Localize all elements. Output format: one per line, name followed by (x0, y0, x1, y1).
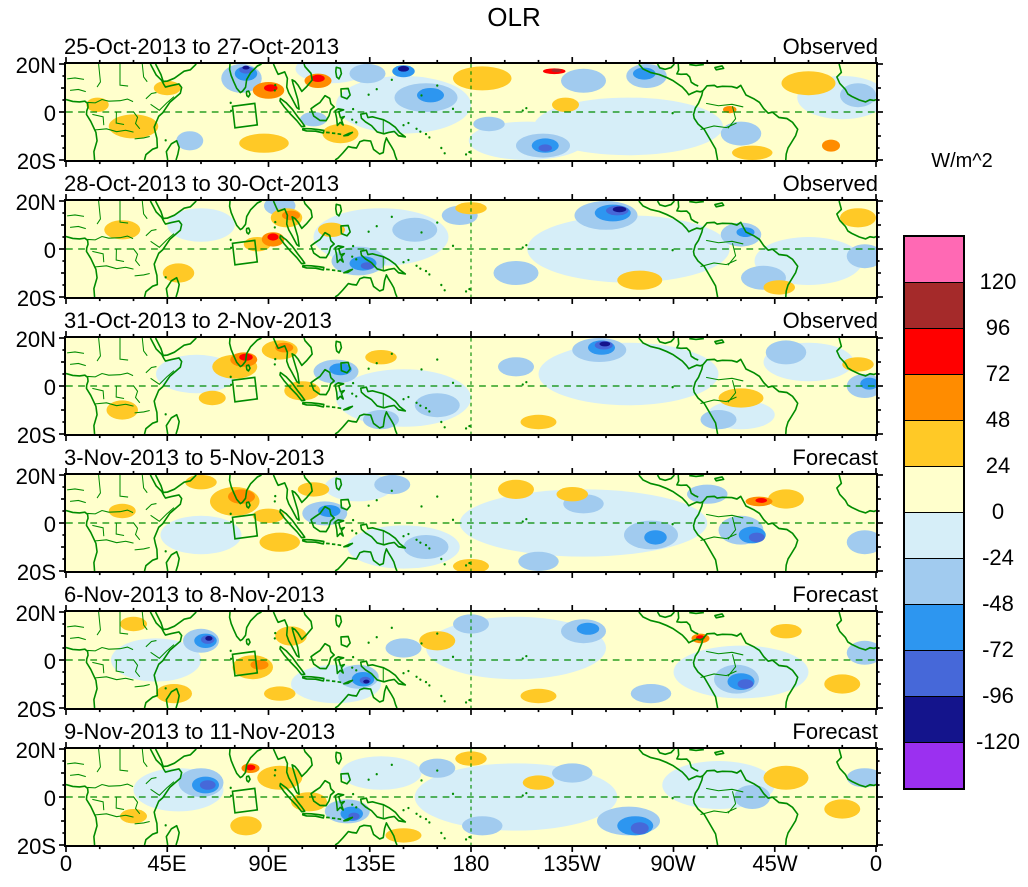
x-tick-label: 135W (543, 851, 601, 876)
x-tick-label: 0 (59, 851, 73, 876)
colorbar-tick-label: 48 (985, 407, 1011, 432)
colorbar-band (905, 650, 963, 696)
x-axis: 0 45E 90E 135E 180 135W 90W 45W 0 (0, 851, 1028, 881)
panel-3-source-label: Observed (782, 308, 878, 333)
colorbar-band (905, 558, 963, 604)
y-tick-label-20n: 20N (15, 601, 56, 626)
map-svg-5 (59, 605, 883, 715)
map-svg-1 (59, 57, 883, 167)
x-tick-label: 90E (248, 851, 288, 876)
panel-4-source-label: Forecast (792, 445, 878, 470)
y-tick-label-20s: 20S (16, 560, 56, 585)
colorbar-band (905, 237, 963, 282)
colorbar-band (905, 328, 963, 374)
panel-1-source-label: Observed (782, 34, 878, 59)
y-tick-label-0: 0 (43, 101, 56, 126)
y-tick-label-20n: 20N (15, 327, 56, 352)
x-tick-label: 45E (147, 851, 187, 876)
map-svg-6 (59, 742, 883, 852)
colorbar-band (905, 466, 963, 512)
chart-title: OLR (487, 2, 541, 32)
panel-3-date-range: 31-Oct-2013 to 2-Nov-2013 (64, 308, 332, 333)
map-svg-2 (59, 194, 883, 304)
y-tick-label-20n: 20N (15, 738, 56, 763)
x-tick-label: 0 (869, 851, 883, 876)
colorbar-tick-label: -24 (982, 545, 1014, 570)
colorbar-tick-label: -96 (982, 683, 1014, 708)
x-tick-label: 90W (650, 851, 696, 876)
colorbar-tick-label: 0 (991, 499, 1005, 524)
map-plot-1 (59, 57, 883, 167)
colorbar-band (905, 512, 963, 558)
y-tick-label-0: 0 (43, 238, 56, 263)
panel-2-source-label: Observed (782, 171, 878, 196)
panel-6-source-label: Forecast (792, 719, 878, 744)
colorbar-band (905, 420, 963, 466)
y-tick-label-20s: 20S (16, 834, 56, 859)
panel-6-date-range: 9-Nov-2013 to 11-Nov-2013 (64, 719, 336, 744)
y-tick-label-0: 0 (43, 512, 56, 537)
map-plot-4 (59, 468, 883, 578)
map-svg-3 (59, 331, 883, 441)
y-tick-label-20n: 20N (15, 190, 56, 215)
colorbar-tick-label: -120 (975, 729, 1021, 754)
map-plot-2 (59, 194, 883, 304)
colorbar-band (905, 696, 963, 742)
y-tick-label-20n: 20N (15, 53, 56, 78)
colorbar-band (905, 282, 963, 328)
panel-4-date-range: 3-Nov-2013 to 5-Nov-2013 (64, 445, 325, 470)
colorbar-band (905, 374, 963, 420)
y-tick-label-20s: 20S (16, 423, 56, 448)
colorbar-labels: 120 96 72 48 24 0 -24 -48 -72 -96 -120 (966, 237, 1028, 777)
y-tick-label-20s: 20S (16, 149, 56, 174)
colorbar-tick-label: 72 (985, 361, 1011, 386)
colorbar-band (905, 742, 963, 788)
y-tick-label-20n: 20N (15, 464, 56, 489)
map-plot-3 (59, 331, 883, 441)
panel-5-source-label: Forecast (792, 582, 878, 607)
x-tick-label: 180 (452, 851, 490, 876)
colorbar-tick-label: -72 (982, 637, 1014, 662)
y-tick-label-20s: 20S (16, 697, 56, 722)
y-tick-label-0: 0 (43, 786, 56, 811)
panel-5-date-range: 6-Nov-2013 to 8-Nov-2013 (64, 582, 325, 607)
x-tick-label: 135E (344, 851, 396, 876)
map-svg-4 (59, 468, 883, 578)
map-plot-5 (59, 605, 883, 715)
colorbar-tick-label: 120 (979, 269, 1017, 294)
y-tick-label-0: 0 (43, 375, 56, 400)
panel-2-date-range: 28-Oct-2013 to 30-Oct-2013 (64, 171, 340, 196)
colorbar-tick-label: 24 (985, 453, 1011, 478)
y-tick-label-0: 0 (43, 649, 56, 674)
colorbar-band (905, 604, 963, 650)
y-tick-label-20s: 20S (16, 286, 56, 311)
colorbar-tick-label: 96 (985, 315, 1011, 340)
panel-1-date-range: 25-Oct-2013 to 27-Oct-2013 (64, 34, 340, 59)
colorbar (903, 235, 965, 790)
x-tick-label: 45W (752, 851, 798, 876)
colorbar-units-label: W/m^2 (931, 150, 993, 172)
map-plot-6 (59, 742, 883, 852)
colorbar-tick-label: -48 (982, 591, 1014, 616)
